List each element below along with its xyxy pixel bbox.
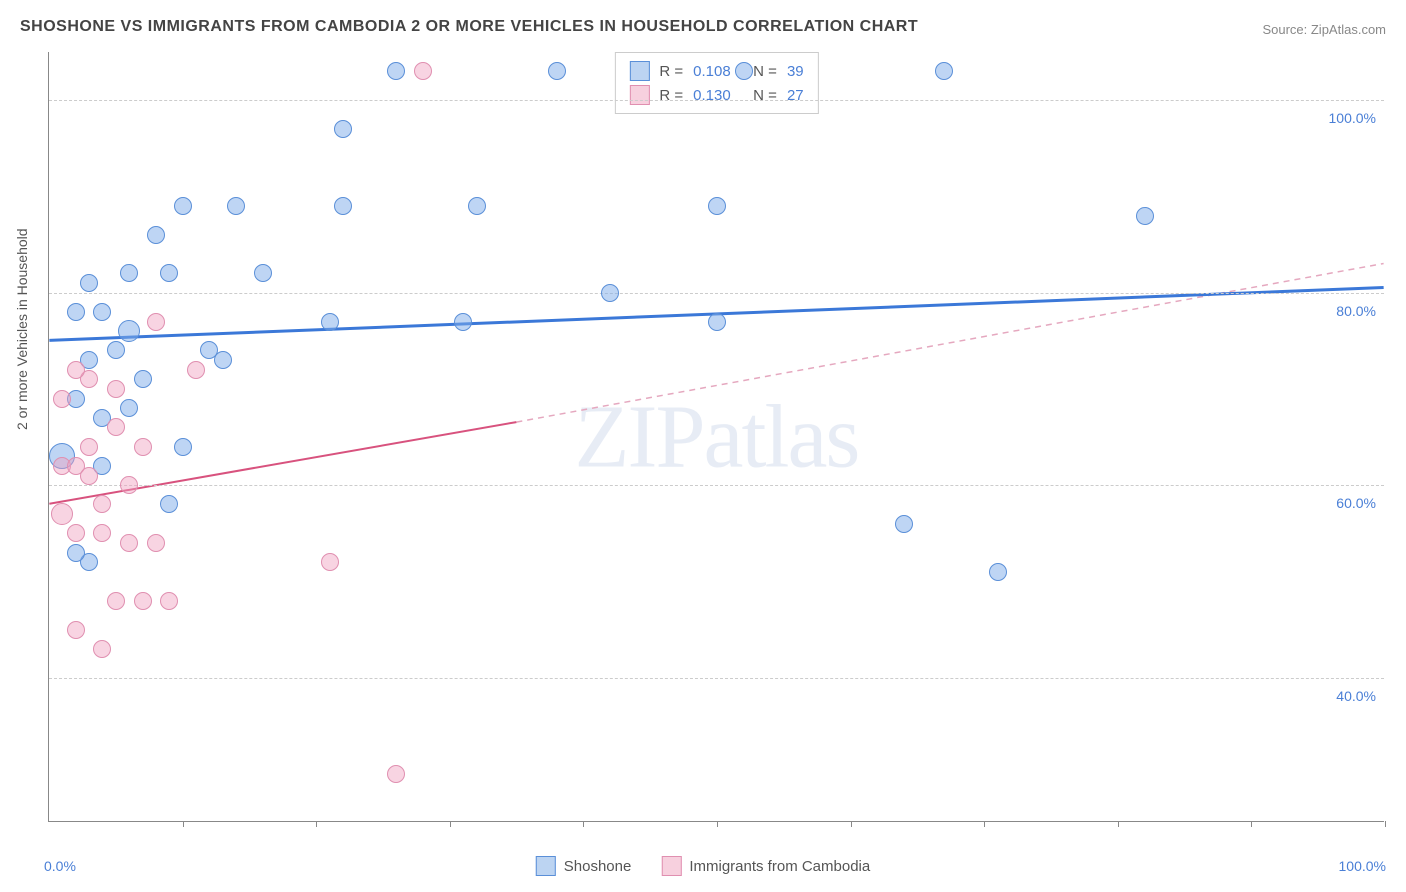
legend-item: Shoshone (536, 856, 632, 876)
data-point (935, 62, 953, 80)
data-point (53, 390, 71, 408)
data-point (67, 621, 85, 639)
x-tick (316, 821, 317, 827)
legend-label: Shoshone (564, 858, 632, 875)
data-point (254, 264, 272, 282)
data-point (120, 476, 138, 494)
data-point (321, 553, 339, 571)
legend-swatch (629, 85, 649, 105)
data-point (120, 264, 138, 282)
data-point (147, 226, 165, 244)
source-label: Source: ZipAtlas.com (1262, 22, 1386, 37)
data-point (147, 313, 165, 331)
stat-r-value: 0.108 (693, 63, 731, 80)
data-point (227, 197, 245, 215)
data-point (80, 274, 98, 292)
data-point (67, 524, 85, 542)
x-tick (717, 821, 718, 827)
data-point (1136, 207, 1154, 225)
gridline (49, 485, 1384, 486)
data-point (107, 418, 125, 436)
data-point (118, 320, 140, 342)
data-point (120, 399, 138, 417)
data-point (107, 380, 125, 398)
chart-title: SHOSHONE VS IMMIGRANTS FROM CAMBODIA 2 O… (20, 18, 918, 36)
trend-lines (49, 52, 1384, 821)
stat-n-value: 39 (787, 63, 804, 80)
bottom-legend: Shoshone Immigrants from Cambodia (536, 856, 870, 876)
y-tick-label: 100.0% (1329, 110, 1376, 126)
data-point (80, 438, 98, 456)
gridline (49, 293, 1384, 294)
data-point (67, 544, 85, 562)
x-min-label: 0.0% (44, 858, 76, 874)
data-point (67, 303, 85, 321)
data-point (200, 341, 218, 359)
data-point (93, 524, 111, 542)
data-point (601, 284, 619, 302)
legend-item: Immigrants from Cambodia (661, 856, 870, 876)
data-point (334, 120, 352, 138)
legend-swatch (536, 856, 556, 876)
data-point (107, 592, 125, 610)
data-point (735, 62, 753, 80)
x-tick (583, 821, 584, 827)
y-tick-label: 60.0% (1336, 495, 1376, 511)
data-point (134, 370, 152, 388)
x-tick (183, 821, 184, 827)
legend-swatch (629, 61, 649, 81)
x-tick (1118, 821, 1119, 827)
data-point (708, 197, 726, 215)
x-tick (450, 821, 451, 827)
x-tick (1385, 821, 1386, 827)
x-tick (984, 821, 985, 827)
data-point (387, 765, 405, 783)
data-point (93, 495, 111, 513)
data-point (134, 592, 152, 610)
y-axis-label: 2 or more Vehicles in Household (14, 228, 30, 430)
legend-label: Immigrants from Cambodia (689, 858, 870, 875)
y-tick-label: 40.0% (1336, 688, 1376, 704)
data-point (147, 534, 165, 552)
x-tick (1251, 821, 1252, 827)
stats-row: R = 0.108 N = 39 (629, 59, 803, 83)
data-point (160, 495, 178, 513)
data-point (160, 592, 178, 610)
data-point (107, 341, 125, 359)
data-point (120, 534, 138, 552)
stats-row: R = 0.130 N = 27 (629, 83, 803, 107)
gridline (49, 100, 1384, 101)
data-point (187, 361, 205, 379)
data-point (134, 438, 152, 456)
x-tick (851, 821, 852, 827)
data-point (174, 197, 192, 215)
data-point (51, 503, 73, 525)
data-point (80, 467, 98, 485)
data-point (454, 313, 472, 331)
data-point (93, 303, 111, 321)
y-tick-label: 80.0% (1336, 303, 1376, 319)
data-point (67, 361, 85, 379)
stat-r-label: R = (659, 63, 683, 80)
plot-area: ZIPatlas R = 0.108 N = 39R = 0.130 N = 2… (48, 52, 1384, 822)
data-point (174, 438, 192, 456)
data-point (708, 313, 726, 331)
watermark: ZIPatlas (575, 385, 859, 488)
data-point (93, 640, 111, 658)
data-point (321, 313, 339, 331)
legend-swatch (661, 856, 681, 876)
stats-legend-box: R = 0.108 N = 39R = 0.130 N = 27 (614, 52, 818, 114)
gridline (49, 678, 1384, 679)
data-point (468, 197, 486, 215)
data-point (989, 563, 1007, 581)
data-point (414, 62, 432, 80)
x-max-label: 100.0% (1339, 858, 1386, 874)
data-point (548, 62, 566, 80)
data-point (334, 197, 352, 215)
data-point (895, 515, 913, 533)
data-point (387, 62, 405, 80)
data-point (160, 264, 178, 282)
